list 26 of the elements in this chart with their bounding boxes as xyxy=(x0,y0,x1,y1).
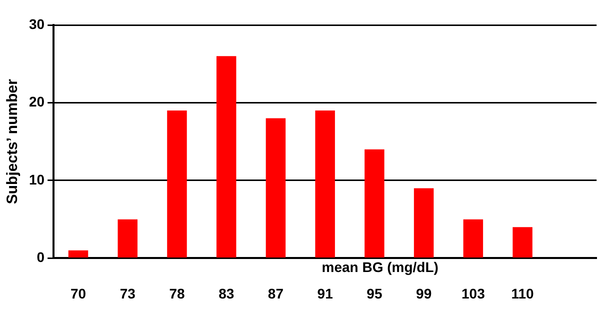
x-tick-label: 110 xyxy=(511,285,534,302)
bar xyxy=(118,219,138,258)
x-tick-label: 95 xyxy=(366,285,382,302)
bar xyxy=(167,110,187,258)
x-tick-label: 78 xyxy=(169,285,185,302)
y-tick-label: 20 xyxy=(28,94,45,110)
x-tick-label: 91 xyxy=(317,285,334,302)
y-tick-label: 0 xyxy=(36,249,45,266)
bar xyxy=(512,227,532,258)
x-tick-label: 83 xyxy=(218,285,234,302)
x-axis-title: mean BG (mg/dL) xyxy=(322,259,438,276)
x-tick-label: 103 xyxy=(462,285,486,302)
x-tick-label: 70 xyxy=(70,285,86,302)
bar xyxy=(266,118,286,258)
x-tick-label: 99 xyxy=(416,285,432,302)
bar xyxy=(463,219,484,258)
y-axis-title: Subjects’ number xyxy=(4,78,22,204)
bar xyxy=(364,149,384,258)
y-tick-label: 10 xyxy=(28,171,45,188)
bar xyxy=(414,188,434,258)
y-tick-label: 30 xyxy=(28,16,45,32)
bar xyxy=(216,56,236,258)
x-tick-label: 87 xyxy=(268,285,284,302)
x-tick-label: 73 xyxy=(120,285,136,302)
bar xyxy=(68,250,88,258)
bar xyxy=(315,110,335,258)
